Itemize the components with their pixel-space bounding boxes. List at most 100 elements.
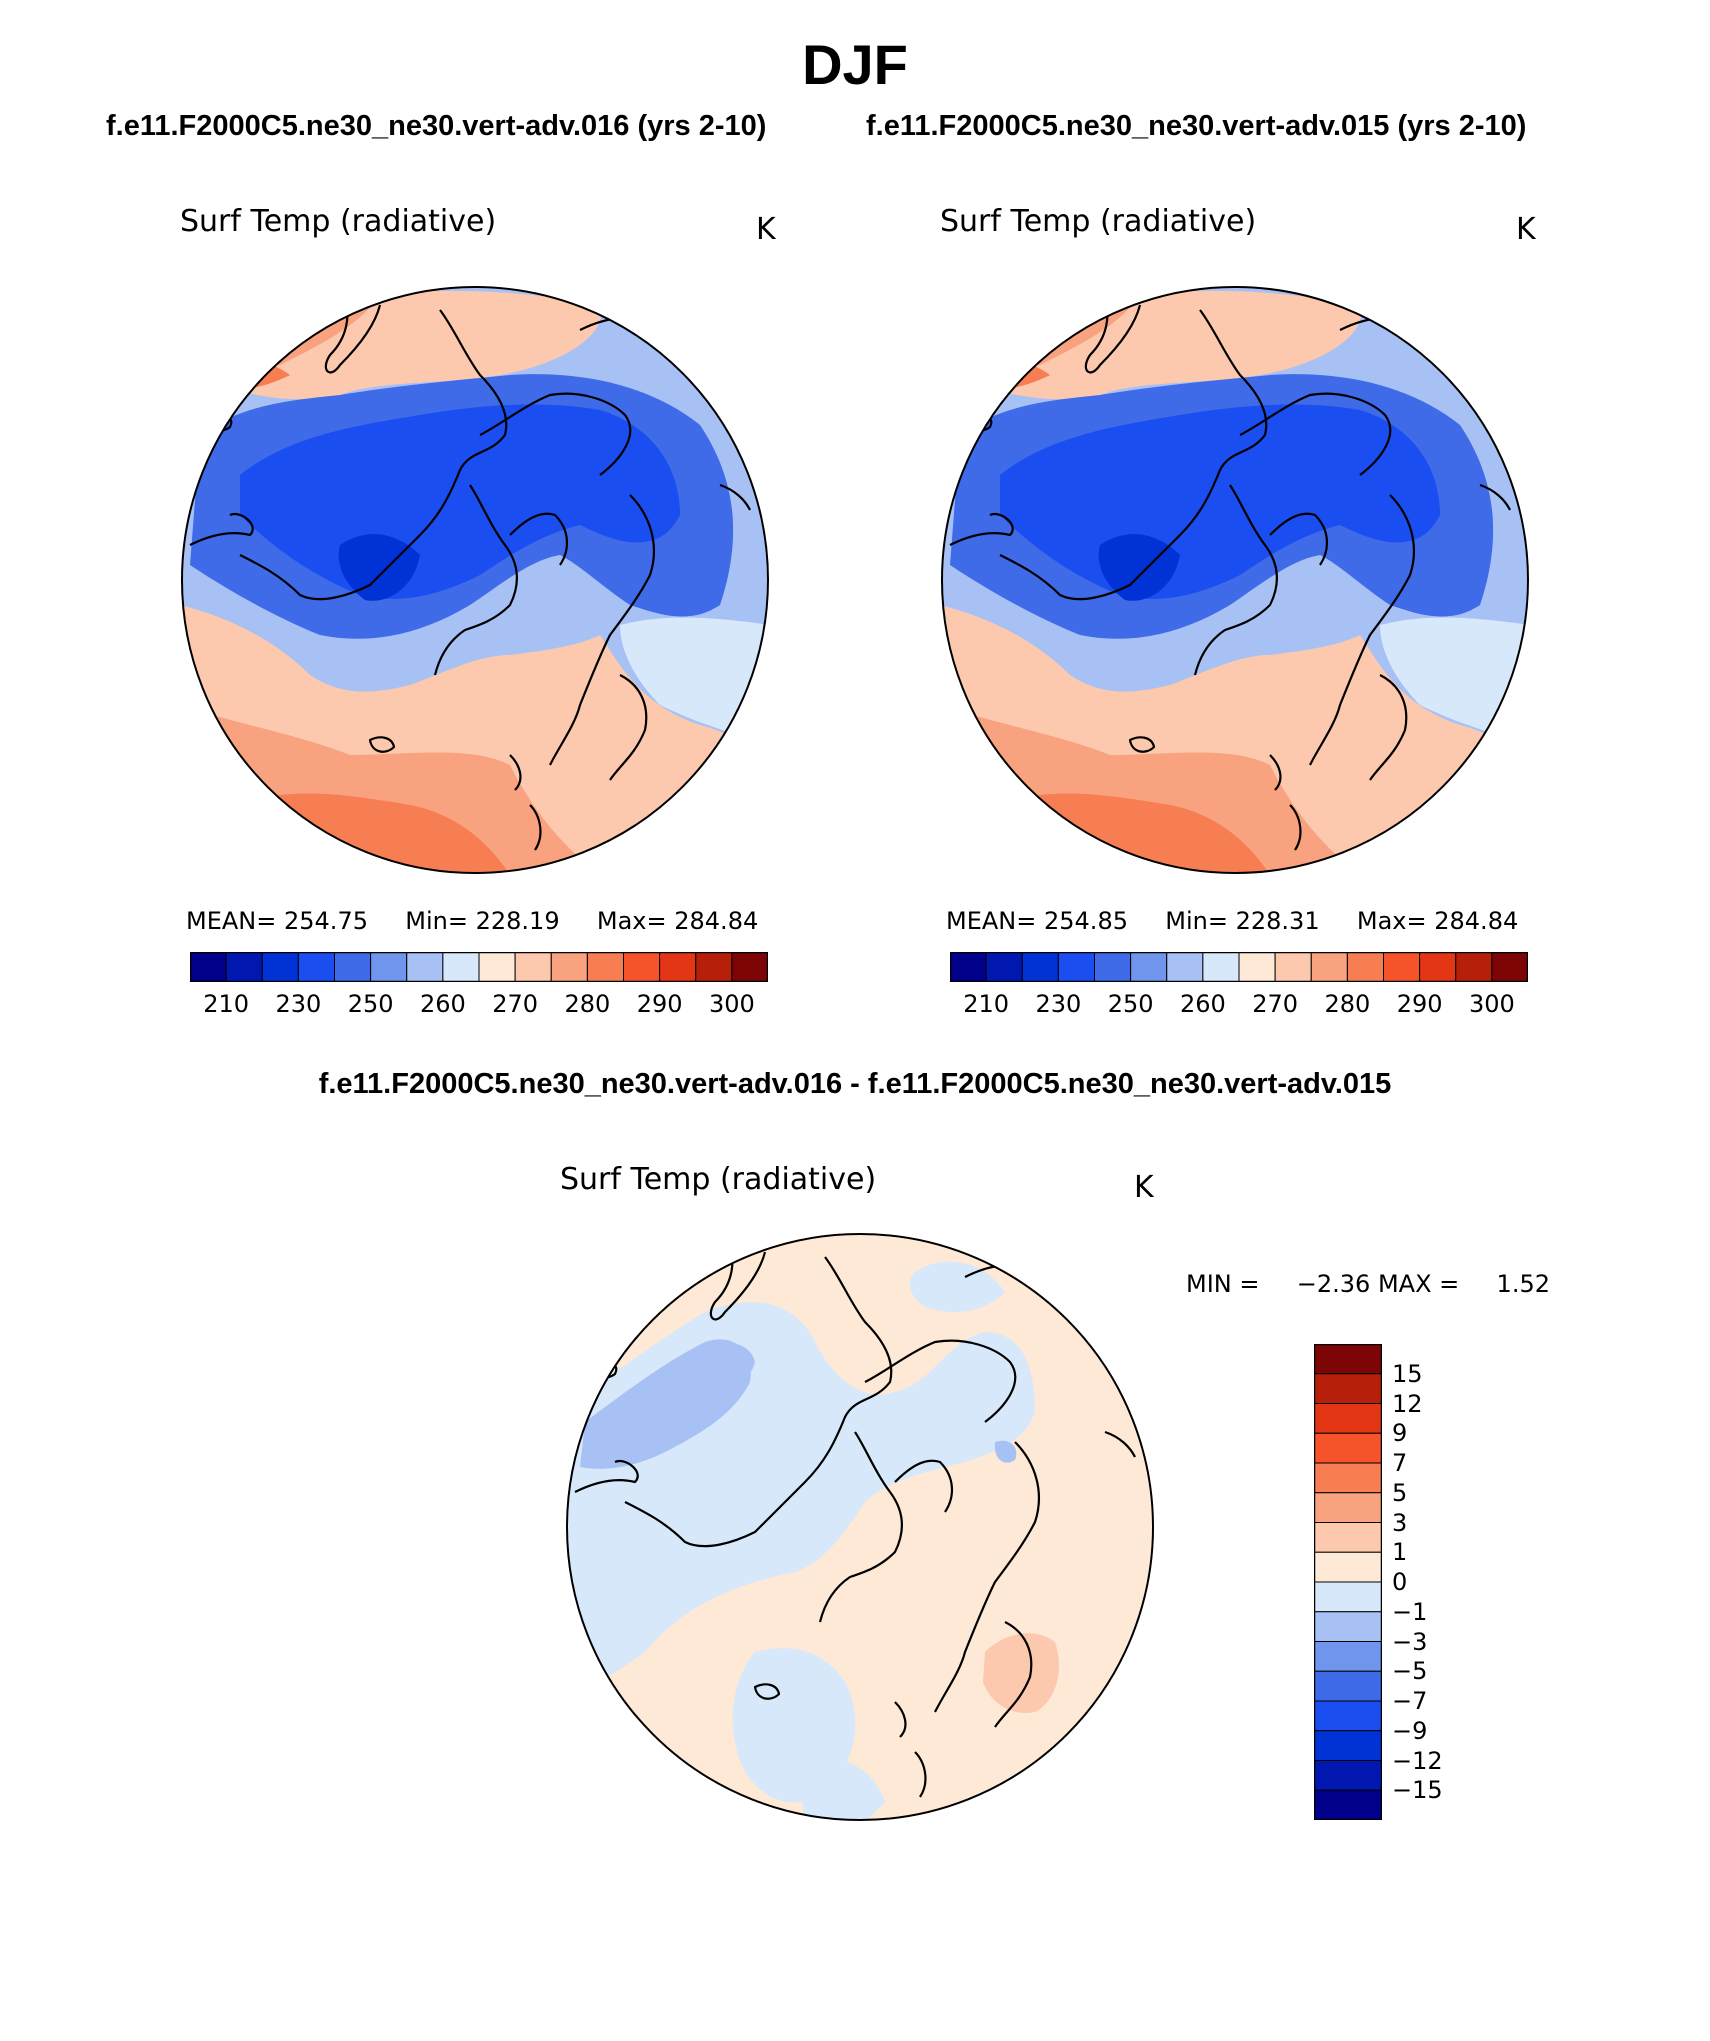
colorbar-tick-label: 260 bbox=[1179, 990, 1226, 1018]
panel-2-colorbar bbox=[950, 952, 1528, 982]
panel-2-coastlines bbox=[949, 287, 1511, 851]
colorbar-swatch bbox=[950, 952, 987, 982]
colorbar-swatch bbox=[406, 952, 444, 982]
diff-colorbar-swatch bbox=[1314, 1403, 1382, 1434]
diff-colorbar-tick-label: −15 bbox=[1392, 1776, 1443, 1805]
colorbar-tick-label: 260 bbox=[419, 990, 466, 1018]
diff-colorbar-tick-label: −1 bbox=[1392, 1597, 1428, 1626]
panel-1-stats: MEAN= 254.75 Min= 228.19 Max= 284.84 bbox=[186, 907, 758, 935]
diff-colorbar-swatch bbox=[1314, 1344, 1382, 1375]
panel-2-unit-label: K bbox=[1516, 212, 1536, 247]
colorbar-swatch bbox=[1346, 952, 1384, 982]
colorbar-tick-label: 230 bbox=[1035, 990, 1082, 1018]
diff-temperature-field bbox=[567, 1234, 1153, 1820]
diff-colorbar-tick-label: −3 bbox=[1392, 1627, 1428, 1656]
diff-colorbar-tick-label: 5 bbox=[1392, 1478, 1408, 1507]
colorbar-swatch bbox=[695, 952, 733, 982]
colorbar-tick-label: 210 bbox=[963, 990, 1010, 1018]
panel-1-polar-map bbox=[181, 286, 769, 874]
diff-min-value: −2.36 bbox=[1296, 1270, 1371, 1298]
colorbar-swatch bbox=[1094, 952, 1132, 982]
diff-colorbar-swatch bbox=[1314, 1641, 1382, 1672]
colorbar-swatch bbox=[1130, 952, 1168, 982]
panel-1-min-label: Min= bbox=[405, 907, 468, 935]
panel-1-case-title: f.e11.F2000C5.ne30_ne30.vert-adv.016 (yr… bbox=[106, 110, 767, 142]
panel-1-mean-label: MEAN= bbox=[186, 907, 277, 935]
panel-2-colorbar-ticks: 210 230 250 260 270 280 290 300 bbox=[950, 990, 1528, 1020]
panel-2-stats: MEAN= 254.85 Min= 228.31 Max= 284.84 bbox=[946, 907, 1518, 935]
diff-colorbar-swatch bbox=[1314, 1789, 1382, 1820]
panel-1-map-border bbox=[181, 286, 769, 874]
colorbar-swatch bbox=[297, 952, 335, 982]
colorbar-tick-label: 290 bbox=[636, 990, 683, 1018]
diff-colorbar-tick-label: 9 bbox=[1392, 1419, 1408, 1448]
diff-colorbar-swatch bbox=[1314, 1670, 1382, 1702]
colorbar-tick-label: 300 bbox=[1468, 990, 1515, 1018]
panel-2-min-value: 228.31 bbox=[1235, 907, 1320, 935]
colorbar-swatch bbox=[1202, 952, 1240, 982]
panel-1-max-label: Max= bbox=[596, 907, 667, 935]
diff-colorbar bbox=[1314, 1344, 1382, 1820]
colorbar-swatch bbox=[225, 952, 263, 982]
diff-colorbar-tick-label: 15 bbox=[1392, 1359, 1423, 1388]
diff-colorbar-tick-label: 0 bbox=[1392, 1568, 1408, 1596]
diff-colorbar-tick-label: −5 bbox=[1392, 1657, 1428, 1686]
diff-min-label: MIN = bbox=[1186, 1270, 1260, 1298]
diff-colorbar-swatch bbox=[1314, 1760, 1382, 1791]
diff-colorbar-tick-label: 1 bbox=[1392, 1538, 1408, 1567]
panel-1-unit-label: K bbox=[756, 212, 776, 247]
panel-2-max-value: 284.84 bbox=[1434, 907, 1519, 935]
diff-max-value: 1.52 bbox=[1496, 1270, 1550, 1298]
diff-colorbar-swatch bbox=[1314, 1581, 1382, 1613]
panel-2-case-title: f.e11.F2000C5.ne30_ne30.vert-adv.015 (yr… bbox=[866, 110, 1527, 142]
colorbar-swatch bbox=[1383, 952, 1421, 982]
panel-2-map-border bbox=[941, 286, 1529, 874]
panel-1-min-value: 228.19 bbox=[475, 907, 560, 935]
diff-panel-variable-label: Surf Temp (radiative) bbox=[560, 1162, 877, 1197]
diff-colorbar-tick-label: −7 bbox=[1392, 1687, 1428, 1715]
diff-panel-unit-label: K bbox=[1134, 1170, 1154, 1205]
colorbar-tick-label: 290 bbox=[1396, 990, 1443, 1018]
diff-colorbar-tick-label: 12 bbox=[1392, 1389, 1423, 1418]
diff-colorbar-tick-label: 3 bbox=[1392, 1508, 1408, 1537]
panel-2-max-label: Max= bbox=[1356, 907, 1427, 935]
colorbar-tick-label: 270 bbox=[1252, 990, 1299, 1018]
diff-max-label: MAX = bbox=[1377, 1270, 1460, 1298]
colorbar-tick-label: 300 bbox=[708, 990, 755, 1018]
colorbar-swatch bbox=[659, 952, 697, 982]
diff-colorbar-ticks: 15 12 9 7 5 3 1 0 −1 −3 −5 −7 −9 −12 −15 bbox=[1392, 1344, 1472, 1820]
panel-1-max-value: 284.84 bbox=[674, 907, 759, 935]
colorbar-swatch bbox=[442, 952, 480, 982]
diff-colorbar-swatch bbox=[1314, 1730, 1382, 1761]
panel-2-mean-value: 254.85 bbox=[1044, 907, 1128, 935]
colorbar-swatch bbox=[623, 952, 661, 982]
diff-colorbar-swatch bbox=[1314, 1462, 1382, 1494]
diff-colorbar-swatch bbox=[1314, 1373, 1382, 1404]
colorbar-swatch bbox=[478, 952, 516, 982]
colorbar-swatch bbox=[1274, 952, 1312, 982]
colorbar-tick-label: 210 bbox=[203, 990, 250, 1018]
colorbar-tick-label: 250 bbox=[1107, 990, 1154, 1018]
diff-colorbar-swatch bbox=[1314, 1492, 1382, 1523]
colorbar-swatch bbox=[731, 952, 768, 982]
colorbar-swatch bbox=[586, 952, 624, 982]
panel-1-colorbar bbox=[190, 952, 768, 982]
colorbar-swatch bbox=[1057, 952, 1095, 982]
diff-colorbar-swatch bbox=[1314, 1522, 1382, 1553]
diff-polar-map bbox=[566, 1233, 1154, 1821]
panel-2-variable-label: Surf Temp (radiative) bbox=[940, 204, 1257, 239]
diff-panel-title: f.e11.F2000C5.ne30_ne30.vert-adv.016 - f… bbox=[318, 1068, 1392, 1100]
season-title: DJF bbox=[802, 33, 908, 96]
panel-1-colorbar-ticks: 210 230 250 260 270 280 290 300 bbox=[190, 990, 768, 1020]
diff-colorbar-tick-label: 7 bbox=[1392, 1449, 1408, 1477]
colorbar-swatch bbox=[1166, 952, 1204, 982]
panel-2-polar-map bbox=[941, 286, 1529, 874]
diff-colorbar-swatch bbox=[1314, 1700, 1382, 1732]
panel-1-variable-label: Surf Temp (radiative) bbox=[180, 204, 497, 239]
diff-min-max: MIN = −2.36 MAX = 1.52 bbox=[1186, 1270, 1550, 1298]
panel-2-min-label: Min= bbox=[1165, 907, 1228, 935]
diff-colorbar-swatch bbox=[1314, 1611, 1382, 1642]
colorbar-swatch bbox=[370, 952, 408, 982]
colorbar-swatch bbox=[1455, 952, 1493, 982]
colorbar-swatch bbox=[1238, 952, 1276, 982]
